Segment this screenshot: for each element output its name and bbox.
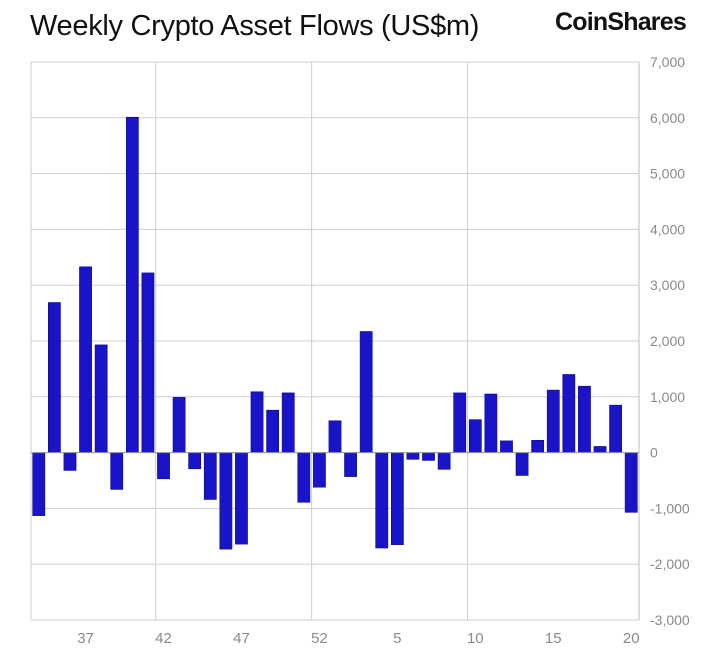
x-tick-label: 52 bbox=[311, 630, 328, 647]
x-tick-label: 10 bbox=[467, 630, 484, 647]
y-tick-label: 4,000 bbox=[650, 221, 685, 237]
x-tick-label: 15 bbox=[545, 630, 562, 647]
y-tick-label: -1,000 bbox=[650, 500, 690, 516]
x-tick-label: 20 bbox=[623, 630, 640, 647]
bar-week-43 bbox=[172, 397, 186, 453]
bar-week-20 bbox=[624, 452, 638, 513]
bar-week-14 bbox=[531, 440, 545, 453]
bar-series bbox=[32, 116, 638, 550]
y-tick-label: 2,000 bbox=[650, 333, 685, 349]
bar-week-5 bbox=[390, 452, 404, 545]
bar-week-36 bbox=[63, 452, 77, 471]
y-tick-label: 6,000 bbox=[650, 110, 685, 126]
bar-week-15 bbox=[546, 389, 560, 453]
y-tick-label: -2,000 bbox=[650, 556, 690, 572]
bar-week-35 bbox=[48, 302, 61, 453]
bar-week-39 bbox=[110, 452, 124, 490]
bar-week-16 bbox=[562, 374, 576, 453]
y-tick-label: 5,000 bbox=[650, 166, 685, 182]
bar-week-50 bbox=[281, 392, 295, 453]
y-tick-label: 1,000 bbox=[650, 389, 685, 405]
y-tick-label: 0 bbox=[650, 445, 658, 461]
bar-week-18 bbox=[593, 446, 607, 453]
bar-week-38 bbox=[94, 344, 108, 453]
bar-week-51 bbox=[297, 452, 311, 503]
x-tick-label: 47 bbox=[233, 630, 250, 647]
chart-title: Weekly Crypto Asset Flows (US$m) bbox=[30, 10, 480, 42]
bar-week-1 bbox=[328, 420, 342, 453]
bar-week-8 bbox=[437, 452, 451, 470]
bar-week-41 bbox=[141, 272, 155, 453]
bar-week-44 bbox=[188, 452, 202, 470]
x-tick-label: 42 bbox=[155, 630, 172, 647]
bar-week-10 bbox=[468, 419, 482, 453]
bar-week-13 bbox=[515, 452, 529, 476]
bar-week-47 bbox=[235, 452, 248, 545]
coinshares-logo: CoinShares bbox=[555, 8, 687, 36]
bar-week-37 bbox=[79, 266, 92, 453]
grid-lines bbox=[30, 61, 640, 621]
bar-week-7 bbox=[422, 452, 435, 461]
bar-week-42 bbox=[157, 452, 170, 480]
bar-week-49 bbox=[266, 409, 280, 453]
bar-week-34 bbox=[32, 452, 46, 516]
bar-week-40 bbox=[125, 116, 139, 453]
x-tick-label: 37 bbox=[77, 630, 94, 647]
y-tick-label: 7,000 bbox=[650, 54, 685, 70]
y-tick-label: 3,000 bbox=[650, 277, 685, 293]
bar-week-17 bbox=[578, 385, 591, 453]
bar-week-45 bbox=[203, 452, 217, 500]
bar-week-52 bbox=[313, 452, 326, 488]
bar-week-9 bbox=[453, 392, 467, 453]
bar-week-48 bbox=[250, 391, 264, 453]
y-tick-label: -3,000 bbox=[650, 612, 690, 628]
x-tick-label: 5 bbox=[393, 630, 401, 647]
axes: 7,000 6,000 5,000 4,000 3,000 2,000 1,000 0 -1,0… bbox=[31, 54, 690, 647]
bar-week-4 bbox=[375, 452, 389, 549]
bar-week-3 bbox=[359, 331, 373, 453]
bar-week-12 bbox=[500, 440, 513, 453]
bar-week-2 bbox=[344, 452, 357, 477]
bar-week-6 bbox=[406, 452, 420, 460]
bar-week-46 bbox=[219, 452, 233, 550]
bar-week-19 bbox=[609, 404, 622, 453]
bar-week-11 bbox=[484, 393, 498, 453]
